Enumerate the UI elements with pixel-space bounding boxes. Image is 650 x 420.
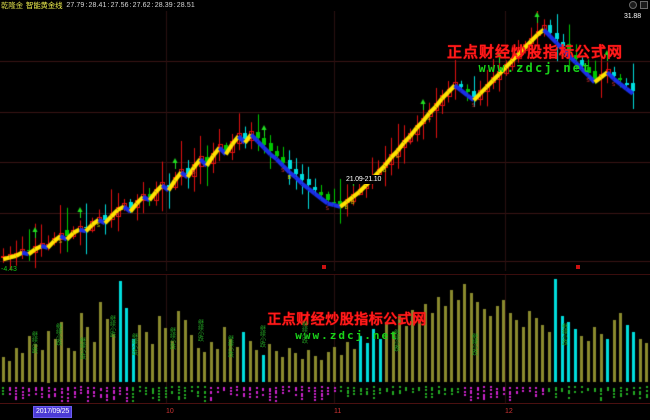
signal-label: 继续小跌	[392, 329, 400, 351]
signal-label: 继续小跌	[130, 333, 138, 355]
signal-label: 继续小跌	[30, 331, 38, 353]
stock-code-label: 乾隆金	[1, 1, 23, 10]
signal-label: 继续小跌	[226, 335, 234, 357]
minimize-icon[interactable]	[629, 1, 637, 9]
indicator-name-label: 智能黄金线	[25, 1, 63, 10]
signal-label: 继续小跌	[168, 327, 176, 349]
date-tick-10: 10	[166, 408, 174, 415]
date-axis[interactable]: 2017/09/25 10 11 12	[0, 403, 650, 420]
price-canvas[interactable]	[0, 11, 650, 271]
date-tick-12: 12	[505, 408, 513, 415]
maximize-icon[interactable]	[640, 1, 648, 9]
signal-label: 继续小跌	[300, 321, 308, 343]
window-controls[interactable]	[629, 1, 648, 9]
top-right-price-label: 31.88	[622, 12, 642, 21]
signal-label: 继续小跌	[560, 323, 568, 345]
signal-label: 继续小跌	[108, 315, 116, 337]
date-tick-11: 11	[334, 408, 342, 415]
left-axis-value: -4.43	[1, 266, 17, 273]
signal-label: 继续小跌	[470, 333, 478, 355]
volume-canvas[interactable]	[0, 275, 650, 404]
volume-indicator-panel[interactable]: 正点财经炒股指标公式网 www.zdcj.net 继续小跌 继续小跌 继续小跌 继续小…	[0, 274, 650, 404]
marker-red-right	[576, 265, 580, 269]
signal-label: 继续小跌	[196, 319, 204, 341]
signal-label: 继续小跌	[78, 337, 86, 359]
mid-price-tag: 21.09-21.10	[345, 175, 383, 184]
signal-label: 继续小跌	[258, 325, 266, 347]
main-price-chart[interactable]: 31.88 21.09-21.10 正点财经炒股指标公式网 www.zdcj.n…	[0, 11, 650, 271]
signal-label: 继续小跌	[54, 323, 62, 345]
quote-values: 27.79:28.41:27.56:27.62:28.39:28.51	[66, 2, 195, 9]
marker-red-left	[322, 265, 326, 269]
selected-date-label: 2017/09/25	[33, 406, 73, 418]
